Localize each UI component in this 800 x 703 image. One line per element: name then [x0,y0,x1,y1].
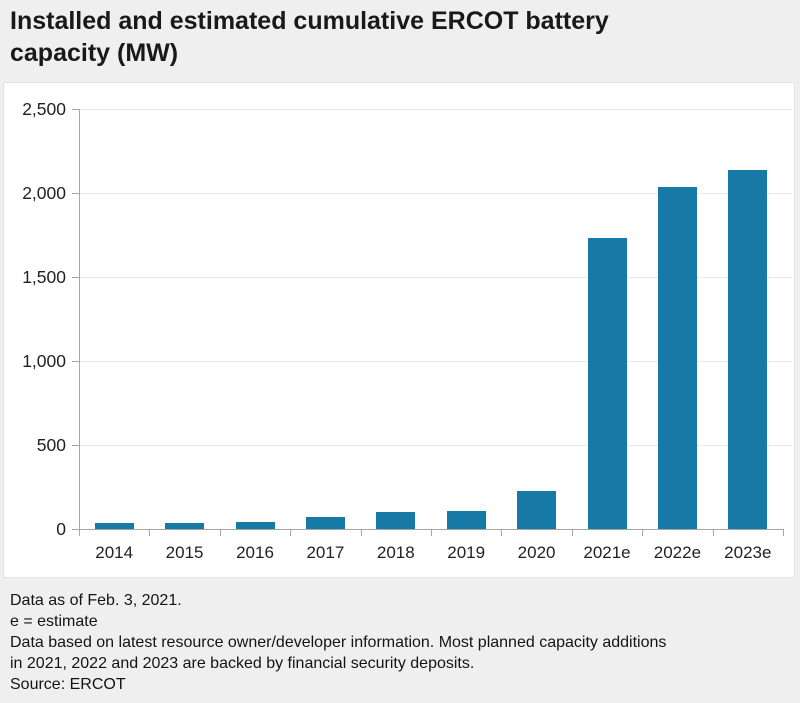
gridline-1000 [80,361,793,362]
gridline-500 [80,445,793,446]
bar-2020 [517,491,557,529]
x-axis-label-2016: 2016 [236,543,274,562]
x-axis-tick-7 [571,530,573,536]
x-axis-label-2021e: 2021e [583,543,631,562]
y-axis-line [79,109,80,535]
bar-2019 [446,511,486,529]
bar-2021e [587,238,627,529]
bar-2017 [305,517,345,529]
x-axis-label-2015: 2015 [165,543,204,562]
y-axis-tick-1500 [72,277,79,278]
footnote-methodology-line-1: Data based on latest resource owner/deve… [10,634,667,651]
x-axis-label-2018: 2018 [376,543,415,562]
y-axis-label-1000: 1,000 [22,351,66,371]
x-axis-tick-5 [431,530,432,536]
x-axis-label-2014: 2014 [95,543,134,562]
y-axis-label-2000: 2,000 [22,183,66,203]
x-axis-label-2023e: 2023e [724,543,772,562]
chart-card: 0 500 1,000 1,500 2,000 2,500 2014 2015 2016 2017… [3,82,795,578]
y-axis-tick-1000 [72,361,79,362]
gridline-2500 [80,109,793,110]
bar-2015 [165,522,205,529]
y-axis-label-500: 500 [36,435,66,455]
x-axis-label-2019: 2019 [447,543,486,562]
x-axis-tick-8 [642,530,644,536]
x-axis-label-2022e: 2022e [653,543,702,562]
y-axis-label-1500: 1,500 [22,267,66,287]
chart-title: Installed and estimated cumulative ERCOT… [10,5,609,69]
y-axis-tick-0 [72,529,79,530]
chart-footnotes: Data as of Feb. 3, 2021. e = estimate Da… [10,590,666,695]
bar-2018 [376,512,416,529]
chart-title-line-2: capacity (MW) [10,39,179,67]
footnote-estimate-key: e = estimate [10,613,98,630]
x-axis-tick-end [783,530,784,536]
y-axis-tick-2000 [72,193,79,194]
x-axis-line [79,529,784,530]
x-axis-tick-6 [501,530,503,536]
y-axis-tick-500 [72,445,79,446]
x-axis-label-2017: 2017 [306,543,345,562]
y-axis-label-0: 0 [56,519,66,539]
footnote-data-as-of: Data as of Feb. 3, 2021. [10,592,182,609]
y-axis-label-2500: 2,500 [22,99,66,119]
x-axis-label-2020: 2020 [517,543,556,562]
bar-2016 [235,522,275,529]
footnote-source: Source: ERCOT [10,676,126,693]
gridline-2000 [80,193,793,194]
bar-2023e [728,170,768,529]
y-axis-tick-2500 [72,109,79,110]
chart-title-line-1: Installed and estimated cumulative ERCOT… [10,7,609,35]
bar-2014 [94,522,134,529]
plot-area: 0 500 1,000 1,500 2,000 2,500 2014 2015 2016 2017… [4,83,794,577]
x-axis-tick-3 [290,530,292,536]
bar-2022e [657,187,697,529]
x-axis-tick-0 [79,530,80,536]
gridline-1500 [80,277,793,278]
x-axis-tick-9 [712,530,714,536]
footnote-methodology-line-2: in 2021, 2022 and 2023 are backed by fin… [10,655,475,672]
x-axis-tick-1 [149,530,151,536]
x-axis-tick-2 [219,530,221,536]
x-axis-tick-4 [360,530,362,536]
